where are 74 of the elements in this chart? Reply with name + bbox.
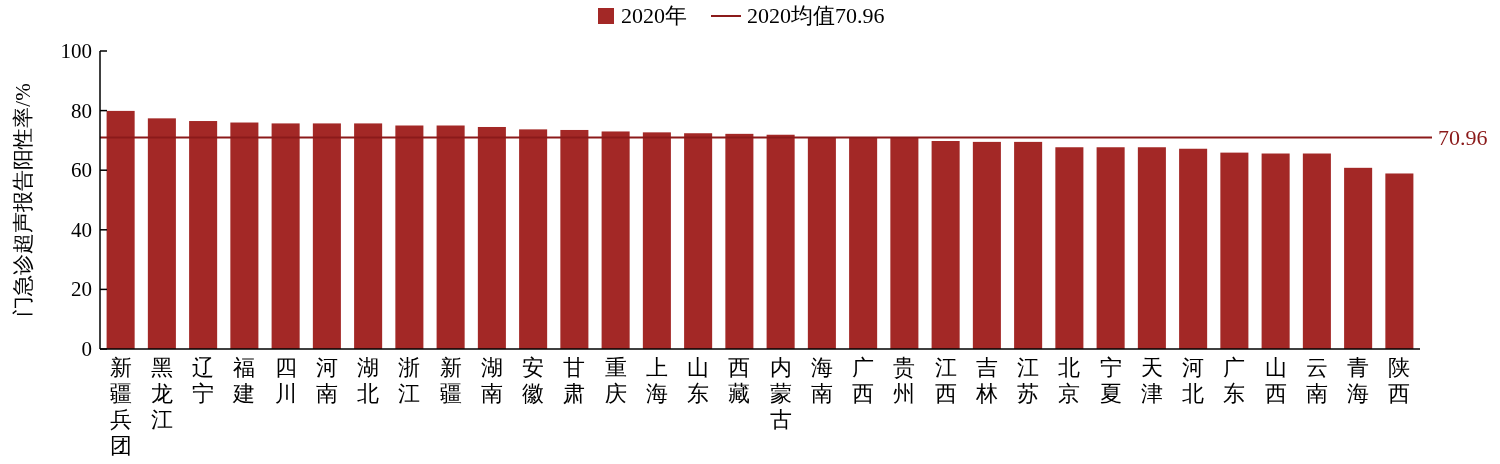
bar — [560, 129, 589, 349]
bar — [1344, 167, 1373, 349]
legend-label: 2020年 — [621, 3, 687, 28]
text: 2020均值70.96 — [747, 3, 885, 28]
x-tick-label: 重庆 — [604, 355, 627, 406]
bar — [642, 132, 671, 349]
bar — [230, 122, 259, 349]
bar — [354, 123, 383, 349]
bar — [1014, 141, 1043, 349]
x-tick-label: 青海 — [1347, 355, 1370, 406]
y-tick-label: 80 — [71, 98, 92, 123]
x-tick-label: 浙江 — [398, 355, 421, 406]
x-tick-label: 湖北 — [357, 355, 380, 406]
y-tick-label: 40 — [71, 217, 92, 242]
x-tick-label: 陕西 — [1388, 355, 1411, 406]
x-tick-label: 广西 — [852, 355, 875, 406]
bar — [766, 134, 795, 349]
bar — [1055, 147, 1084, 349]
x-tick-label: 吉林 — [974, 355, 998, 406]
bar — [1179, 148, 1208, 349]
x-tick-label: 四川 — [274, 355, 297, 406]
bar — [601, 131, 630, 349]
x-tick-label: 北京 — [1058, 355, 1081, 406]
y-tick-label: 100 — [60, 39, 92, 63]
bar — [725, 133, 754, 349]
x-tick-label: 黑龙江 — [150, 355, 173, 432]
x-tick-label: 西藏 — [728, 355, 751, 406]
x-tick-label: 河北 — [1182, 355, 1205, 406]
bar — [1137, 147, 1166, 349]
y-tick-label: 0 — [81, 337, 92, 361]
bar — [1302, 153, 1331, 349]
x-tick-label: 辽宁 — [192, 355, 215, 406]
bar — [312, 123, 341, 349]
bar — [1261, 153, 1290, 349]
x-tick-label: 山东 — [687, 355, 710, 406]
x-tick-label: 新疆 — [439, 355, 462, 406]
bar — [436, 125, 465, 349]
x-tick-label: 广东 — [1223, 355, 1246, 406]
bar — [1096, 147, 1125, 349]
x-tick-label: 天津 — [1140, 355, 1163, 406]
bar — [931, 141, 960, 349]
bar — [1385, 173, 1414, 349]
x-tick-label: 云南 — [1305, 355, 1328, 406]
x-tick-label: 上海 — [645, 355, 668, 406]
y-tick-label: 60 — [71, 158, 92, 183]
bar — [1220, 152, 1249, 349]
bar — [477, 126, 506, 349]
x-tick-label: 江苏 — [1017, 355, 1040, 406]
x-tick-label: 宁夏 — [1099, 355, 1122, 406]
x-tick-label: 山西 — [1264, 355, 1287, 406]
x-tick-label: 福建 — [232, 355, 256, 406]
x-tick-label: 甘肃 — [563, 355, 586, 406]
x-tick-label: 安徽 — [522, 355, 545, 406]
bar — [849, 137, 878, 349]
bar — [519, 129, 548, 349]
y-axis-title: 门急诊超声报告阳性率/% — [11, 83, 35, 317]
bar — [147, 118, 176, 349]
x-tick-label: 海南 — [810, 355, 833, 406]
x-tick-label: 河南 — [315, 355, 338, 406]
bar — [395, 125, 424, 349]
x-tick-label: 江西 — [934, 355, 957, 406]
bar — [807, 137, 836, 349]
x-tick-label: 内蒙古 — [769, 355, 792, 432]
bar — [890, 137, 919, 349]
bar — [189, 121, 218, 349]
bar — [684, 133, 713, 349]
x-tick-label: 湖南 — [480, 355, 503, 406]
bar — [106, 110, 135, 349]
bar — [972, 141, 1001, 349]
ref-line-label: 70.96 — [1438, 124, 1488, 150]
x-tick-label: 新疆兵团 — [109, 355, 132, 458]
bar — [271, 123, 300, 349]
x-tick-label: 贵州 — [893, 355, 916, 406]
y-tick-label: 20 — [71, 277, 92, 302]
